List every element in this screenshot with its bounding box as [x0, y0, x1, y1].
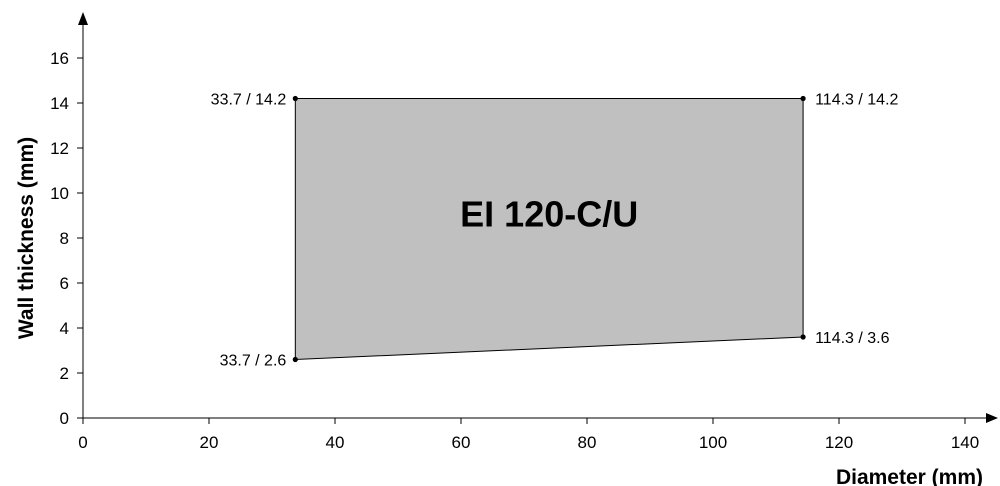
x-axis-title: Diameter (mm): [836, 466, 983, 486]
corner-point-label: 33.7 / 14.2: [211, 92, 287, 109]
y-axis-arrow: [78, 12, 88, 25]
y-tick-label: 16: [50, 49, 69, 68]
x-tick-label: 0: [78, 433, 87, 452]
x-tick-label: 60: [452, 433, 471, 452]
x-tick-label: 120: [825, 433, 853, 452]
x-tick-label: 80: [578, 433, 597, 452]
corner-point: [292, 356, 298, 363]
x-tick-label: 40: [326, 433, 345, 452]
corner-point-label: 114.3 / 3.6: [815, 330, 890, 347]
x-tick-label: 100: [699, 433, 727, 452]
corner-point: [800, 334, 806, 340]
x-ticks: 0 20 40 60 80 100 120 140: [78, 418, 979, 452]
y-tick-label: 12: [50, 139, 69, 158]
y-tick-label: 6: [60, 274, 69, 293]
corner-point-label: 114.3 / 14.2: [815, 92, 898, 109]
y-ticks: 0 2 4 6 8 10 12 14 16: [50, 49, 83, 428]
y-tick-label: 8: [60, 229, 69, 248]
y-tick-label: 0: [60, 409, 69, 428]
y-tick-label: 2: [60, 364, 69, 383]
corner-points: 33.7 / 14.2 114.3 / 14.2 114.3 / 3.6 33.7 /…: [211, 92, 899, 370]
region-label: EI 120-C/U: [460, 193, 638, 234]
corner-point: [292, 95, 298, 102]
corner-point-label: 33.7 / 2.6: [220, 353, 287, 370]
x-tick-label: 140: [951, 433, 979, 452]
corner-point: [800, 95, 806, 102]
x-tick-label: 20: [200, 433, 219, 452]
y-tick-label: 4: [60, 319, 69, 338]
y-tick-label: 14: [50, 94, 69, 113]
y-axis-title: Wall thickness (mm): [15, 137, 38, 339]
x-axis-arrow: [986, 413, 998, 423]
y-tick-label: 10: [50, 184, 69, 203]
